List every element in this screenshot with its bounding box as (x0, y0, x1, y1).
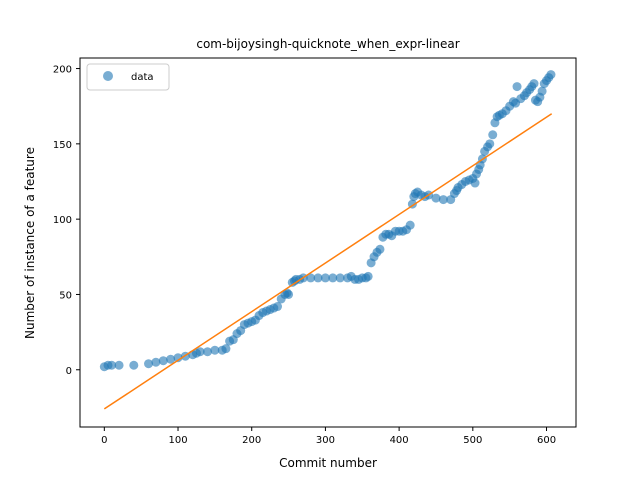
data-point (529, 79, 539, 89)
data-point (431, 193, 441, 203)
y-tick-label: 100 (53, 215, 72, 226)
data-point (485, 139, 495, 149)
data-point (158, 356, 168, 366)
data-point (273, 302, 283, 312)
data-point (470, 178, 480, 188)
x-ticks: 0 100 200 300 400 500 600 (101, 427, 556, 446)
y-tick-label: 0 (66, 366, 72, 377)
x-tick-label: 500 (463, 435, 482, 446)
data-point (166, 354, 176, 364)
x-axis-label: Commit number (279, 456, 377, 470)
data-point (405, 220, 415, 230)
data-point (221, 344, 231, 354)
data-point (151, 357, 161, 367)
data-point (144, 359, 154, 369)
data-point (313, 273, 323, 283)
legend-marker (103, 71, 113, 81)
data-point (438, 195, 448, 205)
x-tick-label: 300 (316, 435, 335, 446)
data-point (284, 289, 294, 299)
data-point (328, 273, 338, 283)
data-point (129, 360, 139, 370)
data-point (488, 130, 498, 140)
data-point (107, 360, 117, 370)
data-point (335, 273, 345, 283)
y-tick-label: 200 (53, 65, 72, 76)
data-point (375, 244, 385, 254)
x-tick-label: 0 (101, 435, 107, 446)
x-tick-label: 600 (537, 435, 556, 446)
legend-box (86, 63, 170, 91)
data-point (210, 345, 220, 355)
y-axis-label: Number of instance of a feature (23, 147, 37, 339)
fit-line-group (103, 113, 553, 410)
data-point (306, 273, 316, 283)
data-point (363, 271, 373, 281)
data-point (320, 273, 330, 283)
y-ticks: 0 50 100 150 200 (53, 65, 80, 377)
x-tick-label: 200 (242, 435, 261, 446)
data-point (173, 353, 183, 363)
legend: data (86, 63, 170, 91)
x-tick-label: 100 (168, 435, 187, 446)
data-point (203, 347, 213, 357)
data-point (537, 86, 547, 96)
data-point (546, 70, 556, 80)
data-point (512, 82, 522, 92)
chart-title: com-bijoysingh-quicknote_when_expr-linea… (196, 37, 459, 51)
data-point (195, 347, 205, 357)
axes (79, 57, 577, 428)
data-point (114, 360, 124, 370)
x-tick-label: 400 (390, 435, 409, 446)
axes-frame (79, 57, 577, 428)
y-tick-label: 150 (53, 140, 72, 151)
legend-label-data: data (131, 72, 154, 83)
y-tick-label: 50 (59, 290, 72, 301)
fit-line (103, 113, 553, 410)
